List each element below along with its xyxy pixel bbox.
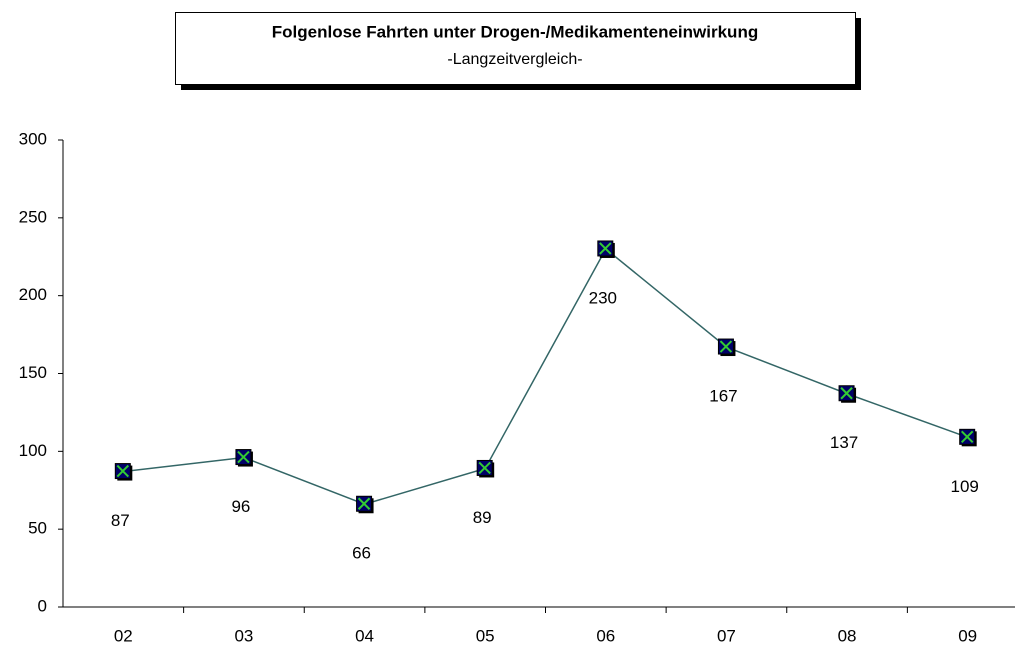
y-tick-label: 100: [19, 441, 47, 460]
marker-cross: [478, 461, 491, 475]
marker-cross: [960, 430, 974, 444]
x-tick-label: 08: [838, 626, 857, 645]
data-label: 109: [951, 477, 979, 496]
data-label: 87: [111, 511, 130, 530]
marker-cross: [599, 242, 612, 255]
data-label: 96: [231, 497, 250, 516]
x-tick-label: 02: [114, 626, 133, 645]
y-tick-label: 300: [19, 129, 47, 148]
y-tick-label: 150: [19, 363, 47, 382]
y-tick-label: 200: [19, 285, 47, 304]
y-tick-label: 50: [28, 519, 47, 538]
x-tick-label: 09: [958, 626, 977, 645]
x-tick-label: 06: [596, 626, 615, 645]
data-label: 66: [352, 544, 371, 563]
x-tick-label: 03: [234, 626, 253, 645]
chart-subtitle: -Langzeitvergleich-: [447, 51, 582, 68]
marker-cross: [116, 464, 130, 478]
marker-cross: [719, 340, 733, 353]
marker-cross: [840, 387, 853, 400]
marker-cross: [357, 497, 371, 510]
data-label: 89: [473, 508, 492, 527]
x-tick-label: 07: [717, 626, 736, 645]
marker-cross: [237, 450, 250, 464]
y-tick-label: 0: [38, 596, 47, 615]
title-box: [175, 12, 856, 85]
data-label: 230: [589, 288, 617, 307]
data-label: 137: [830, 433, 858, 452]
line: [123, 247, 968, 506]
y-tick-label: 250: [19, 207, 47, 226]
x-tick-label: 04: [355, 626, 374, 645]
chart-title: Folgenlose Fahrten unter Drogen-/Medikam…: [272, 22, 758, 41]
data-label: 167: [709, 387, 737, 406]
x-tick-label: 05: [476, 626, 495, 645]
